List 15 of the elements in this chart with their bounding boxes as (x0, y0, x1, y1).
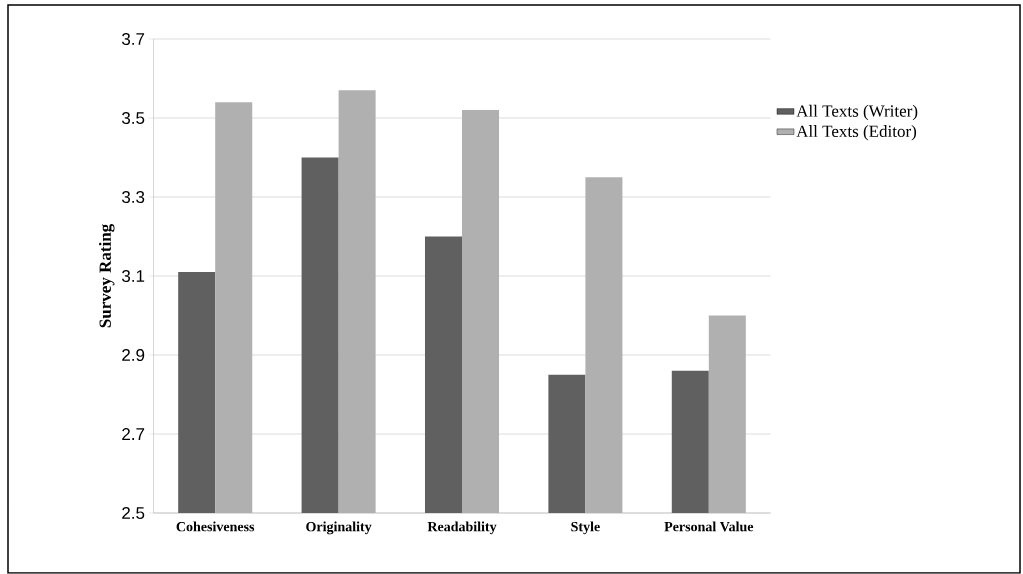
y-tick-label: 3.1 (121, 270, 145, 283)
y-tick-label: 2.9 (122, 349, 145, 362)
x-tick-label: Style (571, 521, 600, 535)
legend-label: All Texts (Editor) (796, 125, 917, 141)
x-tick-label: Cohesiveness (176, 521, 255, 532)
x-tick-label: Originality (306, 521, 372, 535)
y-tick-label: 2.7 (122, 428, 145, 441)
x-tick-label: Readability (427, 521, 497, 535)
y-axis-title: Survey Rating (98, 224, 115, 328)
y-tick-label: 3.5 (121, 112, 145, 125)
y-tick-label: 3.3 (121, 191, 145, 204)
y-tick-label: 3.7 (121, 33, 145, 46)
x-tick-label: Personal Value (664, 521, 754, 532)
y-tick-label: 2.5 (122, 507, 145, 520)
legend-label: All Texts (Writer) (796, 104, 918, 121)
